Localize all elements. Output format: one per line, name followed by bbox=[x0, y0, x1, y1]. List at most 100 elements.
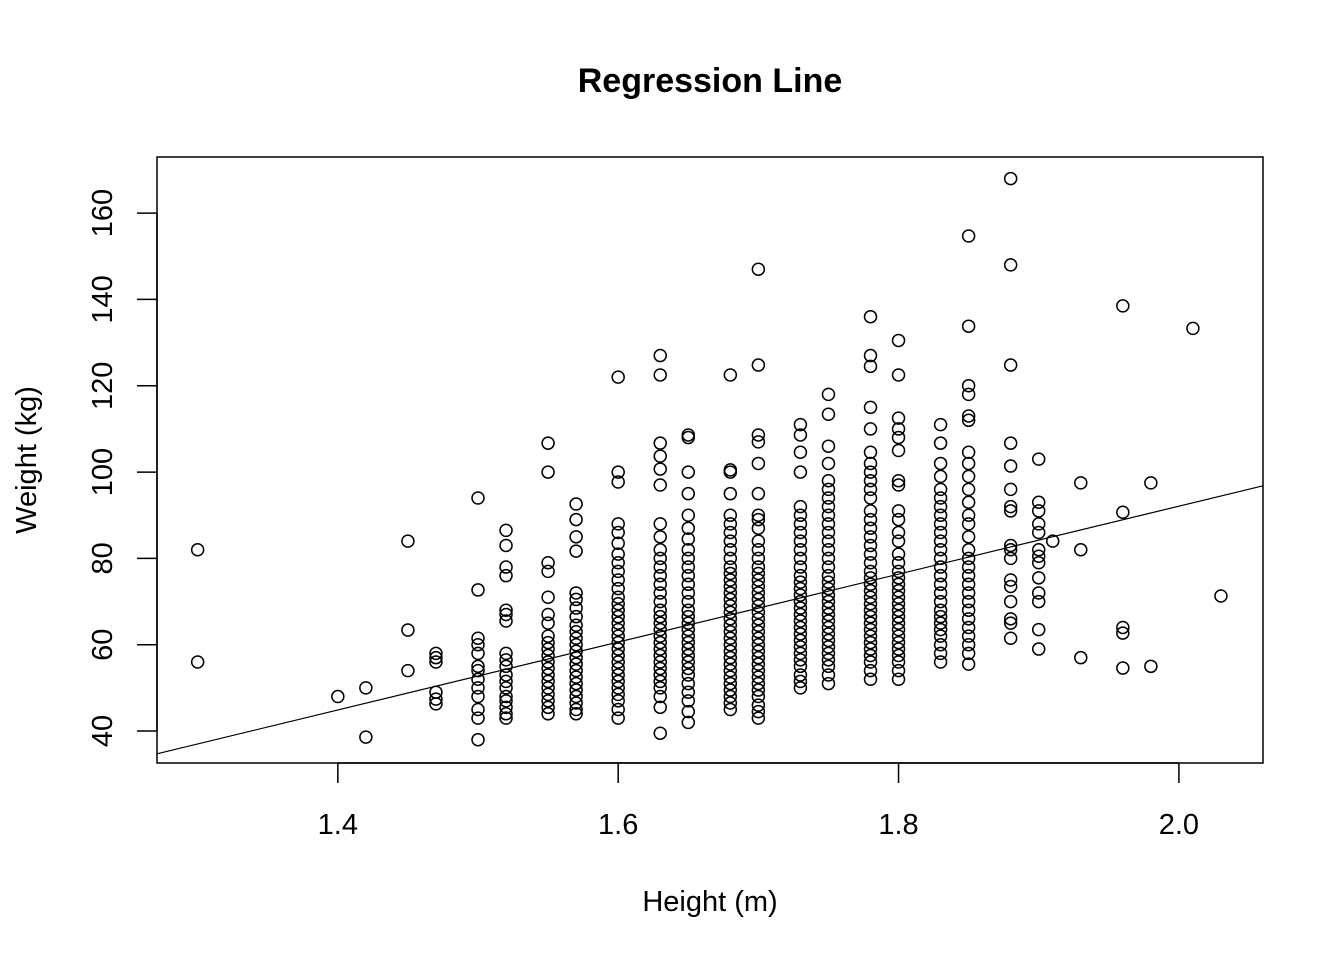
data-point bbox=[891, 648, 906, 663]
data-point bbox=[569, 497, 583, 511]
data-point bbox=[499, 523, 513, 538]
data-point bbox=[961, 229, 976, 243]
data-point bbox=[821, 640, 836, 654]
data-point bbox=[541, 436, 555, 450]
data-point bbox=[653, 368, 667, 382]
data-point bbox=[793, 534, 808, 548]
data-point bbox=[681, 668, 696, 682]
data-point bbox=[1031, 555, 1046, 570]
data-point bbox=[933, 482, 948, 497]
data-point bbox=[681, 685, 696, 699]
data-point bbox=[821, 543, 836, 557]
data-point bbox=[611, 475, 625, 489]
data-point bbox=[751, 543, 766, 557]
data-point bbox=[961, 445, 976, 459]
data-point bbox=[933, 609, 948, 624]
data-point bbox=[793, 640, 808, 654]
data-point bbox=[821, 620, 836, 635]
data-point bbox=[541, 668, 555, 682]
data-point bbox=[611, 661, 625, 676]
data-point bbox=[863, 642, 878, 656]
data-point bbox=[821, 439, 836, 453]
data-point bbox=[821, 568, 836, 583]
data-point bbox=[653, 478, 667, 492]
data-point bbox=[723, 637, 738, 652]
data-point bbox=[863, 482, 878, 497]
data-point bbox=[190, 543, 205, 557]
data-point bbox=[793, 581, 808, 596]
data-point bbox=[681, 577, 696, 592]
data-point bbox=[541, 607, 555, 622]
data-point bbox=[681, 609, 696, 624]
data-point bbox=[751, 512, 766, 527]
data-point bbox=[1003, 504, 1018, 518]
data-point bbox=[681, 486, 696, 501]
data-point bbox=[681, 586, 696, 600]
data-point bbox=[751, 534, 766, 548]
data-point bbox=[723, 525, 738, 540]
data-point bbox=[541, 655, 555, 669]
data-point bbox=[429, 685, 443, 699]
data-point bbox=[793, 551, 808, 566]
data-point bbox=[611, 648, 625, 663]
data-point bbox=[611, 687, 625, 702]
data-point bbox=[793, 568, 808, 583]
data-point bbox=[1031, 642, 1046, 656]
data-point bbox=[429, 692, 443, 706]
data-point bbox=[863, 538, 878, 553]
data-point bbox=[723, 517, 738, 531]
data-point bbox=[611, 555, 625, 570]
data-point bbox=[933, 499, 948, 514]
data-point bbox=[499, 603, 513, 617]
data-point bbox=[471, 637, 485, 652]
data-point bbox=[653, 622, 667, 637]
data-point bbox=[863, 596, 878, 611]
data-point bbox=[891, 368, 906, 382]
data-point bbox=[821, 491, 836, 505]
data-point bbox=[653, 449, 667, 463]
data-point bbox=[863, 603, 878, 617]
data-point bbox=[471, 702, 485, 717]
data-point bbox=[541, 642, 555, 656]
data-point bbox=[1031, 549, 1046, 564]
data-point bbox=[611, 681, 625, 695]
data-point bbox=[653, 700, 667, 715]
data-point bbox=[541, 555, 555, 570]
data-point bbox=[611, 668, 625, 682]
data-point bbox=[569, 637, 583, 652]
data-point bbox=[961, 594, 976, 609]
data-point bbox=[793, 646, 808, 661]
data-point bbox=[499, 694, 513, 708]
data-point bbox=[723, 551, 738, 566]
data-point bbox=[681, 465, 696, 479]
data-point bbox=[933, 436, 948, 450]
data-point bbox=[681, 622, 696, 637]
y-tick-label: 160 bbox=[87, 189, 119, 237]
data-point bbox=[499, 659, 513, 674]
data-point bbox=[1031, 452, 1046, 466]
data-point bbox=[1003, 631, 1018, 646]
data-point bbox=[751, 683, 766, 697]
data-point bbox=[401, 623, 415, 637]
data-point bbox=[863, 672, 878, 687]
data-point bbox=[611, 642, 625, 656]
data-point bbox=[401, 663, 415, 678]
data-point bbox=[569, 592, 583, 607]
data-point bbox=[933, 594, 948, 609]
data-point bbox=[751, 657, 766, 671]
data-point bbox=[793, 508, 808, 522]
data-point bbox=[821, 659, 836, 674]
data-point bbox=[541, 707, 555, 721]
data-point bbox=[961, 469, 976, 484]
data-point bbox=[1003, 543, 1018, 557]
data-point bbox=[863, 530, 878, 544]
data-point bbox=[653, 586, 667, 600]
data-point bbox=[611, 590, 625, 605]
data-point bbox=[891, 590, 906, 605]
data-point bbox=[611, 622, 625, 637]
data-point bbox=[751, 625, 766, 639]
data-point bbox=[611, 616, 625, 630]
data-point bbox=[863, 359, 878, 374]
data-point bbox=[1003, 551, 1018, 566]
data-point bbox=[569, 707, 583, 721]
